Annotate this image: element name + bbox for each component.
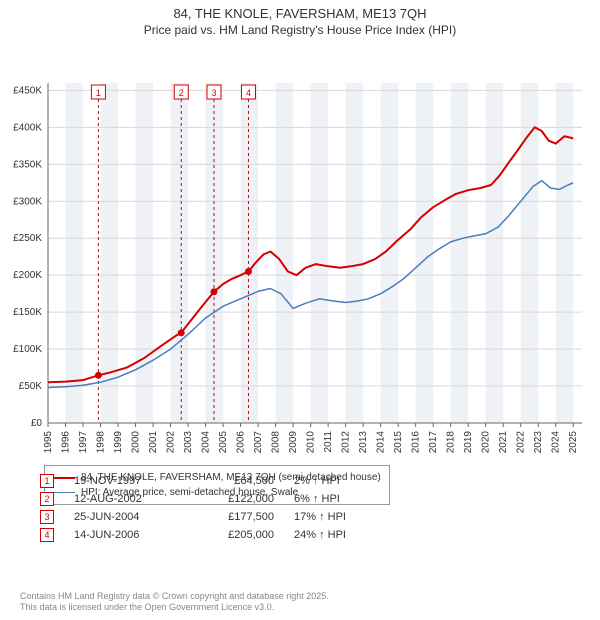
svg-text:2018: 2018 <box>446 431 457 454</box>
svg-text:£250K: £250K <box>13 233 42 244</box>
svg-text:2023: 2023 <box>533 431 544 454</box>
transaction-pct: 6% ↑ HPI <box>294 493 414 505</box>
svg-text:1998: 1998 <box>96 431 107 454</box>
svg-text:2013: 2013 <box>358 431 369 454</box>
transaction-row: 2 12-AUG-2002 £122,000 6% ↑ HPI <box>40 492 414 506</box>
svg-text:2024: 2024 <box>551 431 562 454</box>
transaction-row: 4 14-JUN-2006 £205,000 24% ↑ HPI <box>40 528 414 542</box>
footer-attribution: Contains HM Land Registry data © Crown c… <box>20 591 329 614</box>
svg-text:£450K: £450K <box>13 85 42 96</box>
svg-text:1999: 1999 <box>113 431 124 454</box>
svg-text:3: 3 <box>211 88 216 98</box>
transaction-pct: 2% ↑ HPI <box>294 475 414 487</box>
svg-text:£350K: £350K <box>13 159 42 170</box>
transaction-price: £64,500 <box>194 475 274 487</box>
svg-text:2006: 2006 <box>236 431 247 454</box>
transaction-pct: 17% ↑ HPI <box>294 511 414 523</box>
transaction-index-box: 2 <box>40 492 54 506</box>
svg-text:2002: 2002 <box>166 431 177 454</box>
footer-line-2: This data is licensed under the Open Gov… <box>20 602 329 614</box>
transaction-pct: 24% ↑ HPI <box>294 529 414 541</box>
svg-text:£0: £0 <box>31 418 43 429</box>
svg-text:£150K: £150K <box>13 307 42 318</box>
svg-text:1996: 1996 <box>61 431 72 454</box>
chart-title-subtitle: Price paid vs. HM Land Registry's House … <box>0 23 600 37</box>
svg-text:2019: 2019 <box>463 431 474 454</box>
svg-text:2000: 2000 <box>131 431 142 454</box>
svg-text:2007: 2007 <box>253 431 264 454</box>
svg-text:2025: 2025 <box>568 431 579 454</box>
svg-text:£300K: £300K <box>13 196 42 207</box>
line-chart-svg: £0 £50K £100K £150K £200K £250K £300K £350K £400… <box>0 37 600 461</box>
svg-text:2010: 2010 <box>306 431 317 454</box>
svg-text:2014: 2014 <box>376 431 387 454</box>
svg-text:2021: 2021 <box>498 431 509 454</box>
svg-text:2003: 2003 <box>183 431 194 454</box>
svg-text:2016: 2016 <box>411 431 422 454</box>
svg-text:2009: 2009 <box>288 431 299 454</box>
transaction-date: 12-AUG-2002 <box>74 493 174 505</box>
transaction-price: £205,000 <box>194 529 274 541</box>
svg-text:1995: 1995 <box>43 431 54 454</box>
svg-text:2005: 2005 <box>218 431 229 454</box>
svg-text:2012: 2012 <box>341 431 352 454</box>
svg-text:£100K: £100K <box>13 344 42 355</box>
transaction-index-box: 3 <box>40 510 54 524</box>
svg-text:2008: 2008 <box>271 431 282 454</box>
transaction-index-box: 4 <box>40 528 54 542</box>
svg-text:2004: 2004 <box>201 431 212 454</box>
svg-text:2001: 2001 <box>148 431 159 454</box>
svg-text:1997: 1997 <box>78 431 89 454</box>
transactions-table: 1 19-NOV-1997 £64,500 2% ↑ HPI 2 12-AUG-2002 £… <box>40 474 414 546</box>
transaction-date: 19-NOV-1997 <box>74 475 174 487</box>
transaction-row: 1 19-NOV-1997 £64,500 2% ↑ HPI <box>40 474 414 488</box>
transaction-row: 3 25-JUN-2004 £177,500 17% ↑ HPI <box>40 510 414 524</box>
transaction-index-box: 1 <box>40 474 54 488</box>
transaction-date: 14-JUN-2006 <box>74 529 174 541</box>
transaction-date: 25-JUN-2004 <box>74 511 174 523</box>
chart-area: £0 £50K £100K £150K £200K £250K £300K £350K £400… <box>0 37 600 461</box>
svg-text:2011: 2011 <box>323 431 334 453</box>
svg-text:2017: 2017 <box>428 431 439 454</box>
svg-text:4: 4 <box>246 88 251 98</box>
chart-title-address: 84, THE KNOLE, FAVERSHAM, ME13 7QH <box>0 6 600 21</box>
svg-text:1: 1 <box>96 88 101 98</box>
svg-text:£200K: £200K <box>13 270 42 281</box>
transaction-price: £122,000 <box>194 493 274 505</box>
svg-text:2: 2 <box>179 88 184 98</box>
footer-line-1: Contains HM Land Registry data © Crown c… <box>20 591 329 603</box>
svg-text:2015: 2015 <box>393 431 404 454</box>
svg-text:2020: 2020 <box>481 431 492 454</box>
svg-text:2022: 2022 <box>516 431 527 454</box>
svg-text:£400K: £400K <box>13 122 42 133</box>
svg-text:£50K: £50K <box>19 381 43 392</box>
transaction-price: £177,500 <box>194 511 274 523</box>
